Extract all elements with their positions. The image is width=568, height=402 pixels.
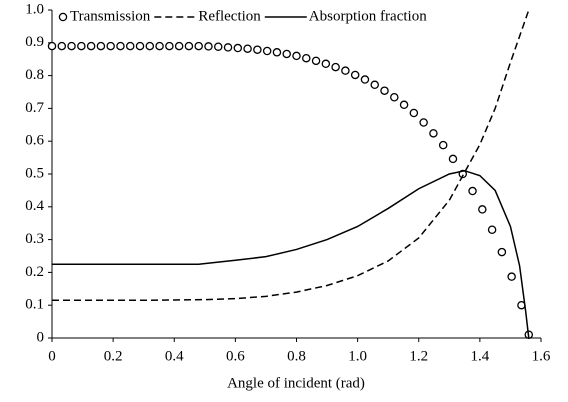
data-point <box>214 42 223 51</box>
y-tick-label: 0.1 <box>25 297 44 313</box>
data-point <box>311 56 321 66</box>
series-line <box>52 9 530 302</box>
x-axis-label: Angle of incident (rad) <box>227 375 365 391</box>
data-point <box>174 41 184 51</box>
data-point <box>135 41 145 51</box>
data-point <box>57 41 67 51</box>
data-point <box>47 41 57 51</box>
data-point <box>106 41 115 51</box>
data-point <box>165 41 174 51</box>
data-point <box>497 247 507 257</box>
x-tick-label: 0.8 <box>287 348 306 364</box>
data-point <box>292 51 301 61</box>
data-point <box>155 41 164 51</box>
data-point <box>233 43 243 53</box>
legend-label: Reflection <box>198 8 261 24</box>
data-point <box>243 44 252 53</box>
x-tick-label: 0 <box>48 348 56 364</box>
data-point <box>390 92 399 102</box>
data-point <box>468 186 477 196</box>
data-point <box>125 41 135 51</box>
data-point <box>272 48 282 57</box>
data-point <box>341 66 350 75</box>
data-point <box>282 49 291 59</box>
x-tick-label: 1.4 <box>471 348 490 364</box>
series-line <box>52 169 530 339</box>
y-tick-label: 0.7 <box>25 100 44 116</box>
y-tick-label: 0.4 <box>25 198 44 214</box>
data-point <box>360 75 370 84</box>
data-point <box>350 70 360 80</box>
data-point <box>145 41 155 51</box>
y-tick-label: 0.9 <box>25 34 44 50</box>
data-point <box>116 41 125 51</box>
x-tick-label: 1.2 <box>409 348 428 364</box>
data-point <box>194 41 203 51</box>
y-tick-label: 0.6 <box>25 133 44 149</box>
data-point <box>448 154 458 164</box>
x-tick-label: 0.2 <box>104 348 123 364</box>
data-point <box>478 205 487 214</box>
x-tick-label: 0.4 <box>165 348 184 364</box>
y-tick-label: 0.8 <box>25 67 44 83</box>
data-point <box>419 118 428 127</box>
data-point <box>399 100 409 110</box>
data-point <box>487 225 497 235</box>
data-point <box>409 108 419 118</box>
y-tick-label: 0.2 <box>25 264 44 280</box>
data-point <box>184 41 194 51</box>
legend-label: Absorption fraction <box>309 8 427 24</box>
data-point <box>507 272 516 281</box>
data-point <box>96 41 106 51</box>
y-tick-label: 0.5 <box>25 165 44 181</box>
data-point <box>262 46 272 56</box>
data-point <box>77 41 86 51</box>
data-point <box>331 62 340 72</box>
data-point <box>380 86 389 95</box>
data-point <box>321 59 331 69</box>
legend-marker <box>58 12 68 22</box>
data-point <box>429 129 438 138</box>
x-tick-label: 1.6 <box>532 348 551 364</box>
data-point <box>67 41 76 51</box>
y-tick-label: 0 <box>37 329 45 345</box>
data-point <box>370 80 379 90</box>
x-tick-label: 1.0 <box>348 348 367 364</box>
data-point <box>204 42 213 51</box>
x-tick-label: 0.6 <box>226 348 245 364</box>
y-tick-label: 0.3 <box>25 231 44 247</box>
data-point <box>86 41 96 51</box>
data-point <box>302 53 311 63</box>
data-point <box>438 140 448 150</box>
data-point <box>223 43 233 52</box>
legend-label: Transmission <box>70 8 151 24</box>
data-point <box>253 45 262 54</box>
y-tick-label: 1.0 <box>25 1 44 17</box>
